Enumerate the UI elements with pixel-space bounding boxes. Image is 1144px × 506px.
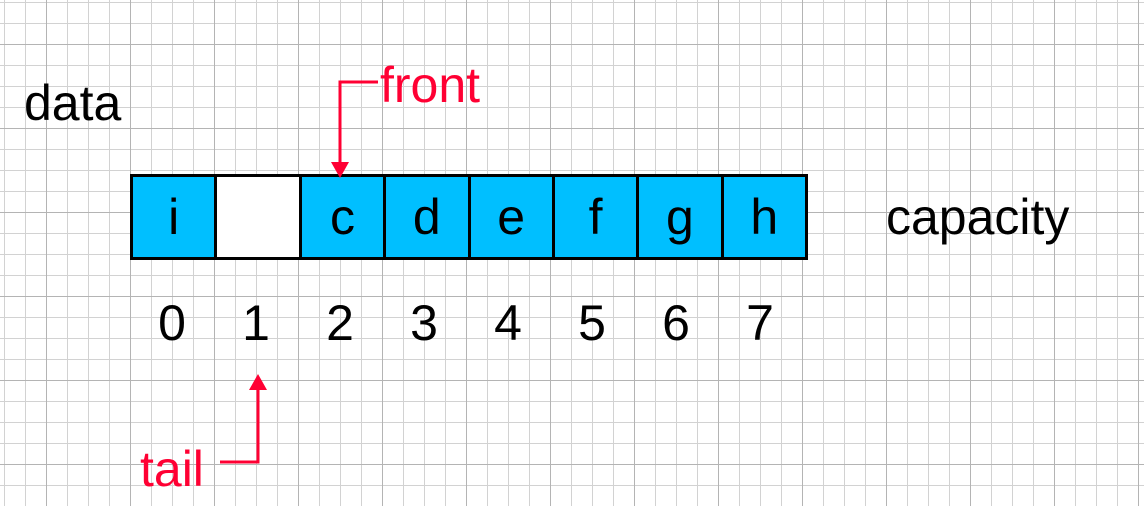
index-label-1: 1 (242, 295, 270, 351)
array-cell-2: c (301, 177, 387, 257)
array-cell-1 (217, 177, 302, 257)
index-label-3: 3 (410, 295, 438, 351)
capacity-label: capacity (886, 189, 1070, 245)
index-label-6: 6 (662, 295, 690, 351)
front-arrowhead-icon (331, 162, 349, 178)
array-cell-4: e (470, 177, 555, 257)
index-label-4: 4 (494, 295, 522, 351)
data-label: data (24, 75, 122, 131)
tail-arrowhead-icon (249, 374, 267, 390)
index-label-7: 7 (746, 295, 774, 351)
array-row: i c d e f g h (130, 174, 808, 260)
array-cell-5: f (554, 177, 640, 257)
front-label: front (380, 57, 481, 113)
index-label-0: 0 (158, 295, 186, 351)
array-cell-7: h (723, 177, 805, 257)
array-cell-0: i (133, 177, 218, 257)
array-cell-3: d (386, 177, 471, 257)
tail-arrow (220, 374, 267, 464)
array-cell-6: g (639, 177, 724, 257)
index-label-2: 2 (326, 295, 354, 351)
tail-label: tail (140, 441, 204, 497)
front-arrow (331, 80, 378, 178)
index-label-5: 5 (578, 295, 606, 351)
